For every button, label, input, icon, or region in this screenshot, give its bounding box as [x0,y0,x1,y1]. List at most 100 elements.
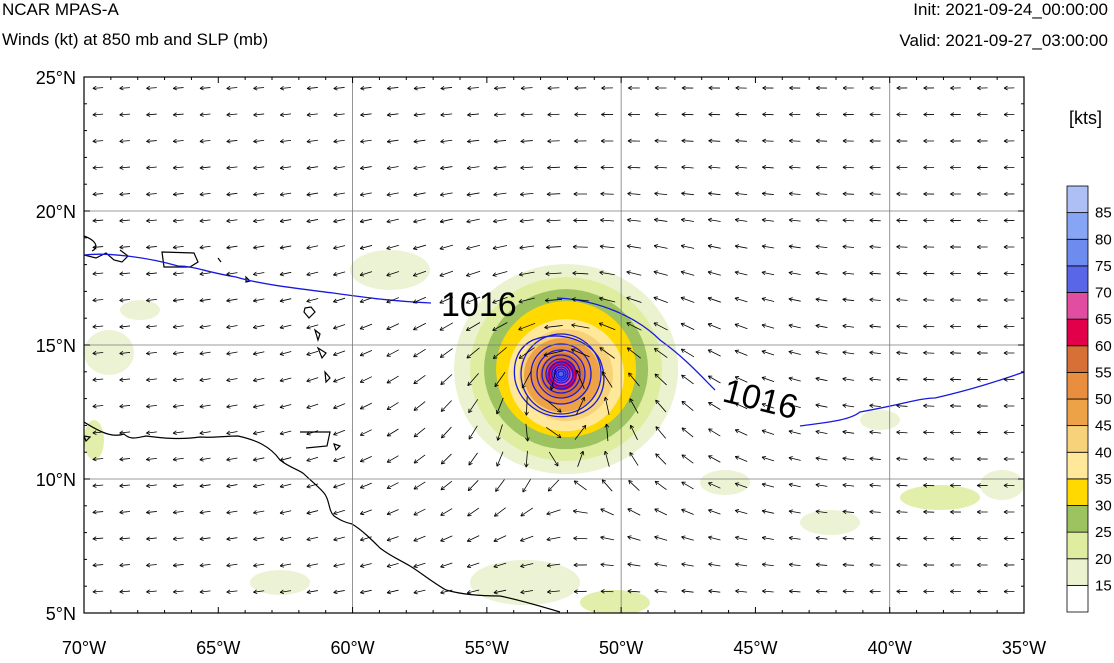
wind-vector [518,347,535,359]
wind-vector [119,509,131,515]
wind-vector [439,348,453,358]
wind-vector [146,112,157,117]
wind-vector [869,403,881,408]
wind-vector [1003,138,1015,144]
wind-vector [976,244,988,250]
wind-vector [119,562,131,568]
wind-vector [386,589,399,595]
wind-vector [573,589,587,594]
wind-vector [466,562,480,569]
wind-vector [226,112,238,117]
wind-vector [279,563,292,568]
wind-vector [896,112,908,117]
wind-vector [520,507,534,517]
wind-vector [92,85,104,91]
wind-vector [492,245,508,251]
wind-vector [92,536,104,541]
wind-vector [279,245,292,250]
wind-vector [524,450,529,468]
wind-vector [386,192,399,197]
model-title: NCAR MPAS-A [2,0,119,19]
wind-vector [734,270,748,276]
wind-vector [413,218,426,224]
wind-vector [923,324,935,329]
init-time: Init: 2021-09-24_00:00:00 [913,0,1108,19]
wind-vector [520,535,534,542]
wind-vector [253,536,265,542]
wind-vector [1003,85,1015,91]
wind-vector [896,456,908,462]
coastline-segment [84,421,561,613]
wind-vector [333,192,345,197]
wind-vector [545,399,562,413]
wind-vector [306,218,319,224]
wind-vector [119,85,130,91]
wind-vector [734,349,748,356]
wind-vector [708,508,721,515]
isobar-ring [555,368,567,380]
wind-vector [734,323,748,330]
wind-vector [306,483,319,489]
wind-vector [199,377,211,383]
wind-vector [788,297,801,302]
wind-vector [520,112,533,117]
wind-vector [543,350,564,357]
wind-vector [761,297,775,302]
wind-vector [172,509,184,515]
wind-vector [680,322,695,331]
wind-vector [524,396,529,416]
wind-vector [600,589,614,594]
wind-vector [386,509,399,516]
wind-vector [333,483,346,489]
wind-vector [600,165,614,170]
wind-vector [1003,589,1015,594]
wind-vector [976,509,988,515]
wind-vector [681,191,694,196]
wind-vector [655,453,667,465]
colorbar-swatch [1066,265,1089,293]
wind-vector [333,403,346,410]
wind-vector [119,165,131,170]
colorbar-label: 75 [1095,258,1112,275]
wind-vector [386,323,400,330]
wind-vector [708,535,721,541]
wind-vector [226,510,238,515]
wind-vector [226,218,238,224]
wind-vector [92,483,104,488]
wind-vector [761,509,774,514]
isobar-ring [557,370,565,378]
wind-vector [199,483,211,489]
wind-vector [92,138,104,144]
wind-vector [627,112,640,117]
coastline-segment [300,431,331,449]
wind-vector [468,425,478,440]
wind-vector [440,453,452,465]
wind-vector [252,351,265,356]
wind-vector [253,245,265,250]
wind-vector [92,297,104,303]
wind-vector [681,508,694,515]
coastline-segment [333,443,342,452]
wind-vector [119,218,131,223]
wind-vector [923,112,935,117]
wind-vector [896,271,908,276]
wind-vector [896,403,908,409]
wind-vector [601,479,613,492]
wind-vector [119,350,131,356]
wind-vector [279,430,292,436]
wind-vector [359,297,373,304]
wind-vector [146,350,157,356]
wind-vector [172,112,184,117]
wind-vector [1003,536,1015,541]
wind-vector [172,324,184,330]
wind-vector [413,454,426,464]
wind-vector [708,191,721,196]
isobar-ring-outer [513,335,605,418]
wind-vector [600,217,615,223]
wind-vector [761,244,775,249]
wind-vector [119,324,131,329]
wind-vector [92,403,104,409]
wind-vector [172,191,184,197]
wind-vector [279,139,292,144]
lon-tick-label: 55°W [465,638,509,658]
